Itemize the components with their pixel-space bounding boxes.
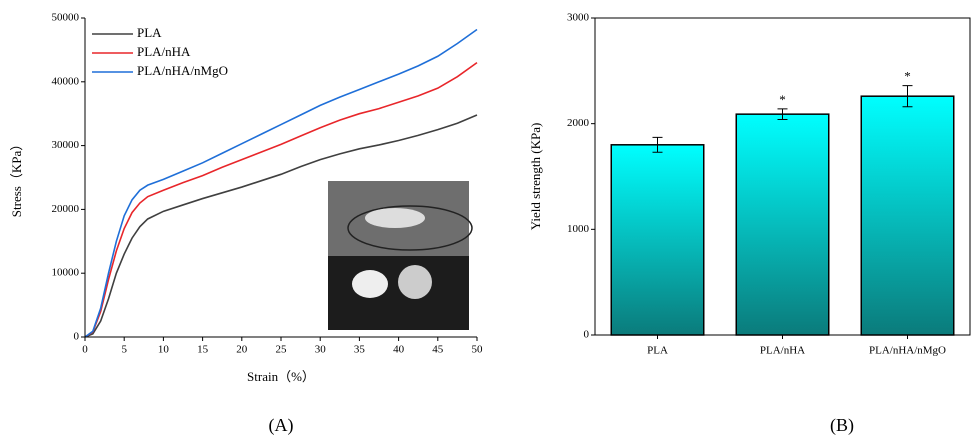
error-bar <box>652 136 663 153</box>
y-tick-label: 0 <box>74 331 80 343</box>
y-tick-label: 50000 <box>52 12 80 24</box>
y-tick-label: 10000 <box>52 267 80 279</box>
error-bar <box>902 85 913 108</box>
legend-label: PLA/nHA/nMgO <box>137 63 228 78</box>
y-tick-label: 2000 <box>567 117 590 129</box>
x-axis-label: Strain（%） <box>247 369 315 384</box>
y-tick-label: 30000 <box>52 139 80 151</box>
panel-label: (A) <box>269 415 294 436</box>
line-series <box>84 114 478 338</box>
line-series <box>84 28 478 338</box>
x-tick-label: PLA <box>647 345 668 357</box>
y-axis-label: Yield strength (KPa) <box>528 123 543 231</box>
y-tick-label: 1000 <box>567 223 590 235</box>
line-series <box>84 62 478 338</box>
x-tick-label: 35 <box>354 344 366 356</box>
y-tick-label: 20000 <box>52 203 80 215</box>
panel-label: (B) <box>830 415 854 436</box>
inset-photo <box>328 181 473 330</box>
significance-mark: * <box>904 69 911 84</box>
x-tick-label: 45 <box>432 344 444 356</box>
x-tick-label: 25 <box>276 344 288 356</box>
axis <box>84 18 477 338</box>
x-tick-label: 20 <box>236 344 248 356</box>
x-tick-label: 10 <box>158 344 170 356</box>
axis-frame <box>594 17 971 336</box>
legend-label: PLA/nHA <box>137 44 191 59</box>
x-tick-label: 50 <box>472 344 484 356</box>
y-tick-label: 3000 <box>567 12 590 24</box>
y-axis-label: Stress（KPa） <box>9 138 24 217</box>
bar <box>735 113 830 336</box>
error-bar <box>777 108 788 120</box>
x-tick-label: 0 <box>82 344 88 356</box>
bar <box>860 95 955 336</box>
significance-mark: * <box>779 92 786 107</box>
x-tick-label: 15 <box>197 344 209 356</box>
x-tick-label: PLA/nHA/nMgO <box>869 345 946 357</box>
x-tick-label: 5 <box>121 344 127 356</box>
y-tick-label: 40000 <box>52 75 80 87</box>
legend-label: PLA <box>137 25 162 40</box>
bar <box>610 144 705 336</box>
x-tick-label: 30 <box>315 344 327 356</box>
x-tick-label: PLA/nHA <box>760 345 805 357</box>
y-tick-label: 0 <box>584 329 590 341</box>
x-tick-label: 40 <box>393 344 405 356</box>
